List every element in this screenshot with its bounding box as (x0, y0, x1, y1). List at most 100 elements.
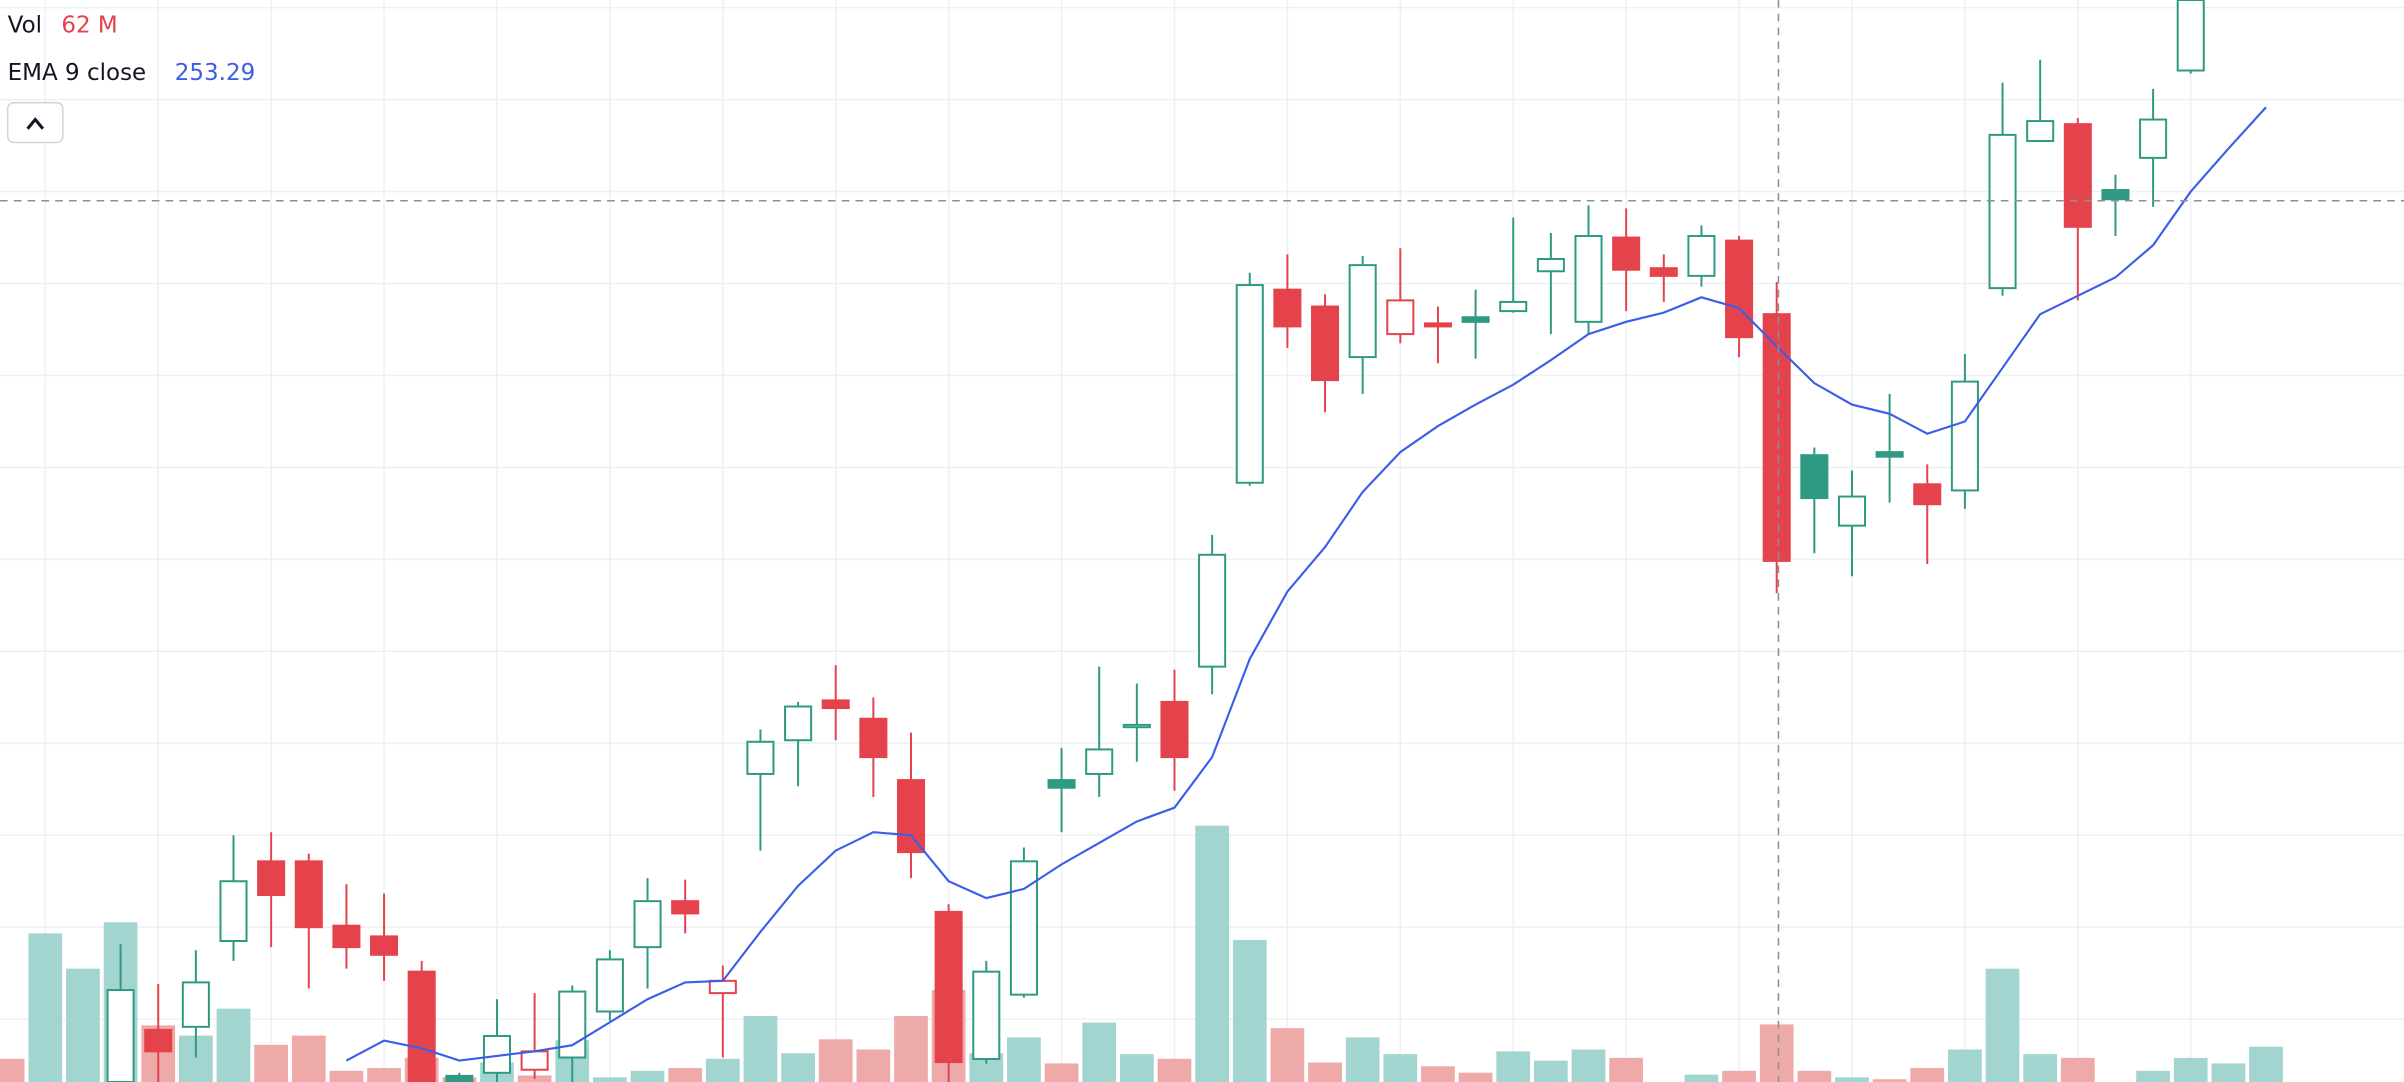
candle-body (181, 981, 210, 1028)
volume-bar (2173, 1057, 2208, 1082)
collapse-button[interactable] (6, 101, 64, 144)
candle-body (1122, 723, 1151, 729)
candle-body (1950, 380, 1979, 492)
legend-name: Vol (8, 13, 42, 39)
volume-bar (28, 933, 63, 1082)
candle-body (520, 1050, 549, 1071)
volume-bar (2136, 1070, 2170, 1082)
volume-bar (216, 1008, 251, 1082)
candle-body (219, 880, 248, 942)
volume-bar (894, 1016, 928, 1082)
candle-body (257, 860, 286, 897)
volume-bar (329, 1070, 364, 1082)
candle-body (1875, 451, 1904, 458)
candle-body (859, 717, 888, 759)
volume-bar (1270, 1028, 1305, 1082)
candle-body (1536, 258, 1565, 273)
volume-bar (291, 1035, 326, 1082)
collapse-icon (26, 117, 45, 130)
volume-layer (0, 825, 2283, 1082)
candle-body (1348, 264, 1377, 359)
volume-bar (1345, 1037, 1380, 1082)
volume-bar (2023, 1054, 2058, 1082)
candle-body (2063, 123, 2092, 228)
volume-bar (66, 968, 100, 1082)
volume-bar (818, 1039, 853, 1082)
volume-bar (1007, 1037, 1041, 1082)
volume-bar (705, 1058, 740, 1082)
candle-body (370, 935, 399, 956)
volume-bar (630, 1070, 665, 1082)
volume-bar (367, 1068, 401, 1082)
volume-bar (1609, 1057, 1644, 1082)
ema-line (345, 106, 2267, 1062)
candle-body (784, 705, 813, 742)
volume-bar (1383, 1054, 1418, 1082)
volume-bar (1835, 1077, 1869, 1082)
volume-bar (1534, 1060, 1568, 1082)
volume-bar (1458, 1072, 1493, 1082)
volume-bar (1910, 1068, 1945, 1082)
legend-name: EMA 9 close (8, 60, 147, 86)
volume-bar (1797, 1070, 1832, 1082)
candle-body (1649, 267, 1678, 277)
candle-body (332, 924, 361, 949)
candle-body (1913, 483, 1942, 506)
volume-bar (1421, 1066, 1455, 1082)
candle-body (1198, 553, 1227, 668)
candle-body (1687, 235, 1716, 277)
collapse-button-box[interactable] (6, 101, 64, 144)
volume-bar (2249, 1046, 2283, 1082)
volume-bar (2211, 1063, 2246, 1082)
candle-body (1612, 236, 1641, 271)
candle-body (1160, 700, 1189, 759)
volume-bar (1496, 1051, 1531, 1082)
volume-bar (1684, 1074, 1719, 1082)
candle-body (294, 860, 323, 929)
candle-body (746, 740, 775, 775)
candle-body (896, 779, 926, 854)
candle-body (1235, 284, 1264, 484)
volume-bar (1308, 1062, 1342, 1082)
candle-body (1047, 779, 1076, 789)
legend-value: 62 M (61, 13, 117, 39)
candle-body (1273, 288, 1302, 328)
volume-bar (1232, 939, 1267, 1082)
candle-body (1386, 299, 1415, 336)
volume-bar (1759, 1024, 1794, 1082)
volume-bar (1119, 1054, 1154, 1082)
candle-body (1574, 235, 1603, 323)
volume-bar (1872, 1079, 1907, 1082)
candle-body (934, 910, 963, 1064)
volume-bar (743, 1016, 778, 1082)
volume-bar (1044, 1063, 1079, 1082)
candle-body (1009, 860, 1038, 996)
volume-bar (1082, 1022, 1117, 1082)
candle-body (445, 1074, 474, 1082)
candle-body (1423, 322, 1452, 328)
volume-bar (781, 1053, 815, 1082)
legend: Vol 62 M EMA 9 close 253.29 (6, 13, 255, 144)
candle-body (407, 970, 436, 1082)
legend-value: 253.29 (175, 60, 255, 86)
candle-body (1988, 133, 2017, 290)
candle-body (671, 900, 700, 915)
ema-layer (345, 106, 2267, 1062)
volume-bar (668, 1068, 703, 1082)
candle-body (2139, 118, 2168, 159)
candle-body (1499, 300, 1528, 313)
candle-body (2026, 120, 2055, 142)
volume-bar (1948, 1049, 1982, 1082)
candle-body (144, 1028, 173, 1053)
volume-bar (254, 1044, 289, 1082)
candle-body (1725, 239, 1754, 339)
candle-body (2176, 0, 2205, 72)
volume-bar (2060, 1057, 2095, 1082)
volume-bar (856, 1049, 891, 1082)
candle-body (2101, 189, 2130, 201)
volume-bar (1157, 1058, 1192, 1082)
volume-bar (1985, 968, 2020, 1082)
candle-layer (106, 0, 2205, 1082)
